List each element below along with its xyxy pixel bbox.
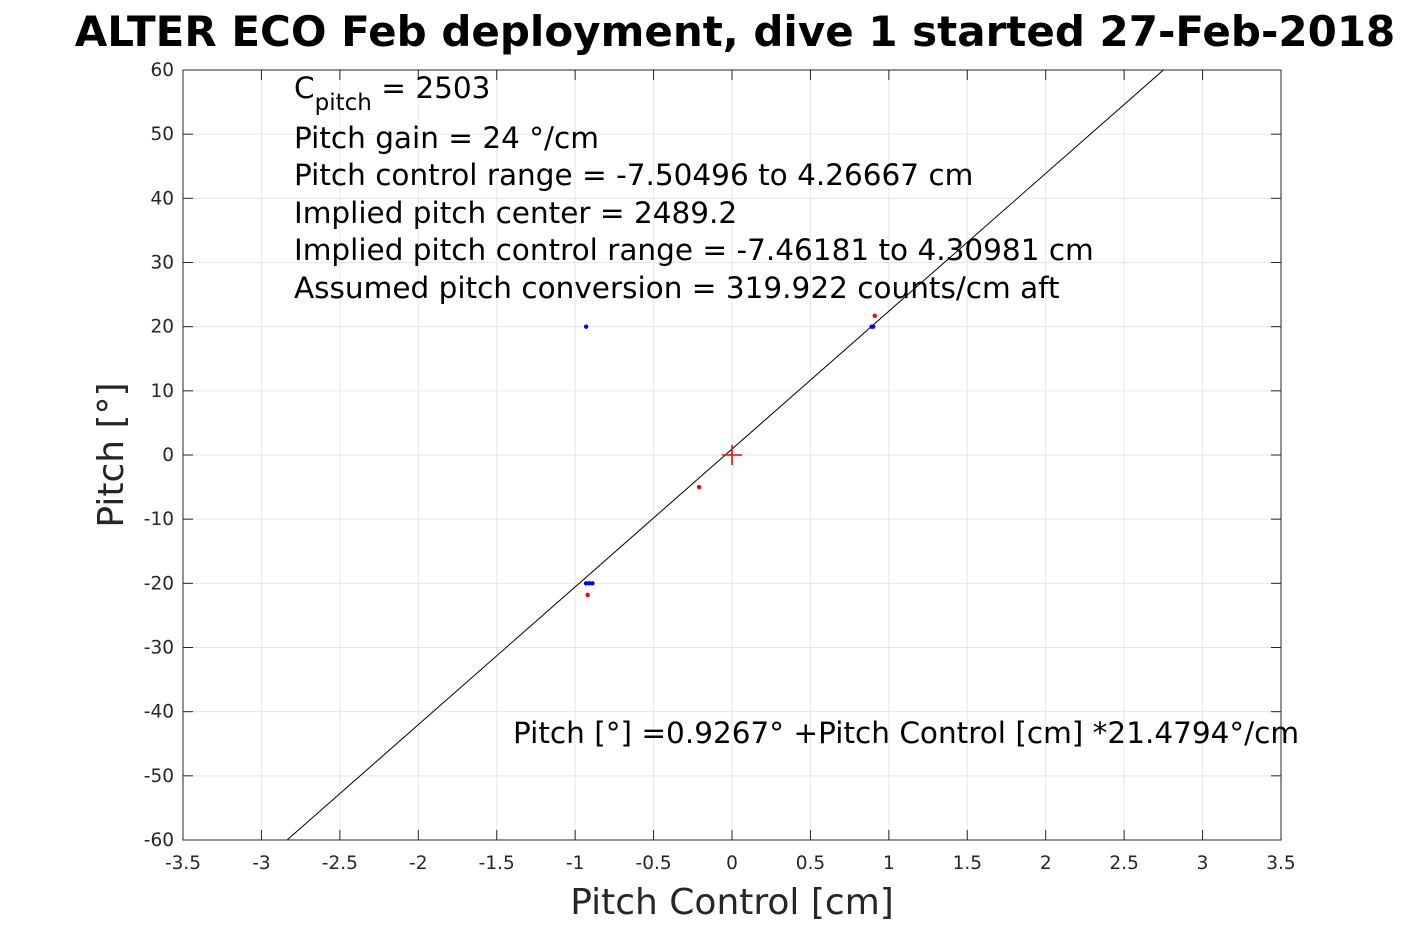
x-tick-label: 1.5 bbox=[953, 853, 982, 874]
cpitch-symbol: C bbox=[294, 71, 315, 105]
x-tick-label: 2.5 bbox=[1109, 853, 1138, 874]
x-tick-label: 0 bbox=[726, 853, 738, 874]
x-tick-label: 3 bbox=[1197, 853, 1209, 874]
x-tick-label: 2 bbox=[1040, 853, 1052, 874]
blue-data-point bbox=[583, 324, 589, 329]
y-axis-label: Pitch [°] bbox=[91, 382, 132, 527]
red-data-point bbox=[696, 484, 702, 490]
chart-title: ALTER ECO Feb deployment, dive 1 started… bbox=[75, 7, 1396, 56]
conversion-annotation: Assumed pitch conversion = 319.922 count… bbox=[294, 271, 1060, 305]
fit-equation-annotation: Pitch [°] =0.9267° +Pitch Control [cm] *… bbox=[513, 716, 1299, 750]
y-tick-label: 10 bbox=[150, 381, 174, 402]
x-axis-label: Pitch Control [cm] bbox=[570, 882, 894, 923]
cpitch-annotation: Cpitch = 2503 bbox=[294, 71, 490, 116]
control-range-annotation: Pitch control range = -7.50496 to 4.2666… bbox=[294, 158, 973, 192]
y-tick-labels: -60 -50 -40 -30 -20 -10 0 10 20 30 40 50 60 bbox=[144, 60, 174, 851]
cpitch-value: = 2503 bbox=[372, 71, 491, 105]
red-data-point bbox=[585, 592, 590, 598]
x-tick-label: 0.5 bbox=[796, 853, 825, 874]
y-tick-label: -60 bbox=[144, 830, 174, 851]
x-tick-label: 3.5 bbox=[1266, 853, 1295, 874]
x-tick-label: -1.5 bbox=[479, 853, 515, 874]
y-tick-label: 30 bbox=[150, 253, 174, 274]
cpitch-subscript: pitch bbox=[315, 90, 372, 116]
pitch-gain-annotation: Pitch gain = 24 °/cm bbox=[294, 121, 599, 155]
blue-data-point bbox=[583, 581, 589, 586]
y-tick-label: 40 bbox=[150, 188, 174, 209]
center-plus-marker bbox=[722, 445, 742, 465]
y-tick-label: 20 bbox=[150, 317, 174, 338]
red-data-point bbox=[872, 313, 877, 318]
implied-range-annotation: Implied pitch control range = -7.46181 t… bbox=[294, 233, 1094, 267]
blue-data-point bbox=[590, 581, 595, 586]
implied-center-annotation: Implied pitch center = 2489.2 bbox=[294, 196, 737, 230]
x-tick-labels: -3.5 -3 -2.5 -2 -1.5 -1 -0.5 0 0.5 1 1.5 2 2.5 3 3.5 bbox=[165, 853, 1296, 874]
blue-data-point bbox=[587, 581, 592, 586]
data-points bbox=[583, 313, 877, 598]
y-tick-label: -30 bbox=[144, 638, 174, 659]
y-tick-label: 60 bbox=[150, 60, 174, 81]
y-tick-label: -10 bbox=[144, 509, 174, 530]
plot-box bbox=[182, 69, 1282, 841]
x-tick-label: -1 bbox=[566, 853, 584, 874]
x-tick-label: -3 bbox=[252, 853, 270, 874]
y-tick-label: -20 bbox=[144, 573, 174, 594]
x-tick-label: 1 bbox=[883, 853, 895, 874]
x-tick-label: -2 bbox=[409, 853, 427, 874]
x-tick-label: -0.5 bbox=[636, 853, 672, 874]
y-tick-label: 50 bbox=[150, 124, 174, 145]
x-tick-label: -2.5 bbox=[322, 853, 358, 874]
y-tick-label: -40 bbox=[144, 702, 174, 723]
x-tick-label: -3.5 bbox=[165, 853, 201, 874]
blue-data-point bbox=[870, 324, 876, 329]
y-tick-label: -50 bbox=[144, 766, 174, 787]
y-tick-label: 0 bbox=[162, 445, 174, 466]
